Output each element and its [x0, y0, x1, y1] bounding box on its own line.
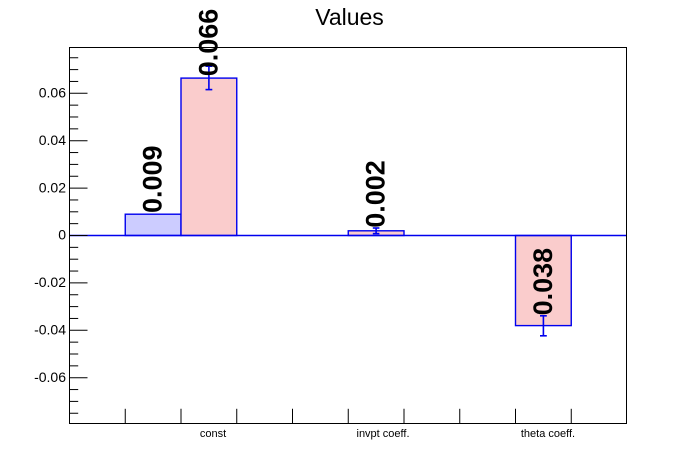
svg-text:Values: Values	[315, 4, 384, 30]
svg-text:0.038: 0.038	[528, 248, 558, 316]
svg-text:theta coeff.: theta coeff.	[521, 428, 575, 440]
svg-text:const: const	[200, 428, 226, 440]
svg-text:0.002: 0.002	[361, 160, 391, 228]
svg-text:-0.06: -0.06	[34, 369, 66, 385]
svg-text:0.066: 0.066	[193, 9, 223, 77]
svg-text:0: 0	[58, 227, 66, 243]
svg-text:0.06: 0.06	[39, 85, 66, 101]
svg-text:0.02: 0.02	[39, 179, 66, 195]
svg-text:-0.04: -0.04	[34, 322, 66, 338]
svg-text:-0.02: -0.02	[34, 274, 66, 290]
svg-text:invpt coeff.: invpt coeff.	[357, 428, 410, 440]
svg-text:0.009: 0.009	[138, 145, 168, 213]
svg-text:0.04: 0.04	[39, 132, 66, 148]
